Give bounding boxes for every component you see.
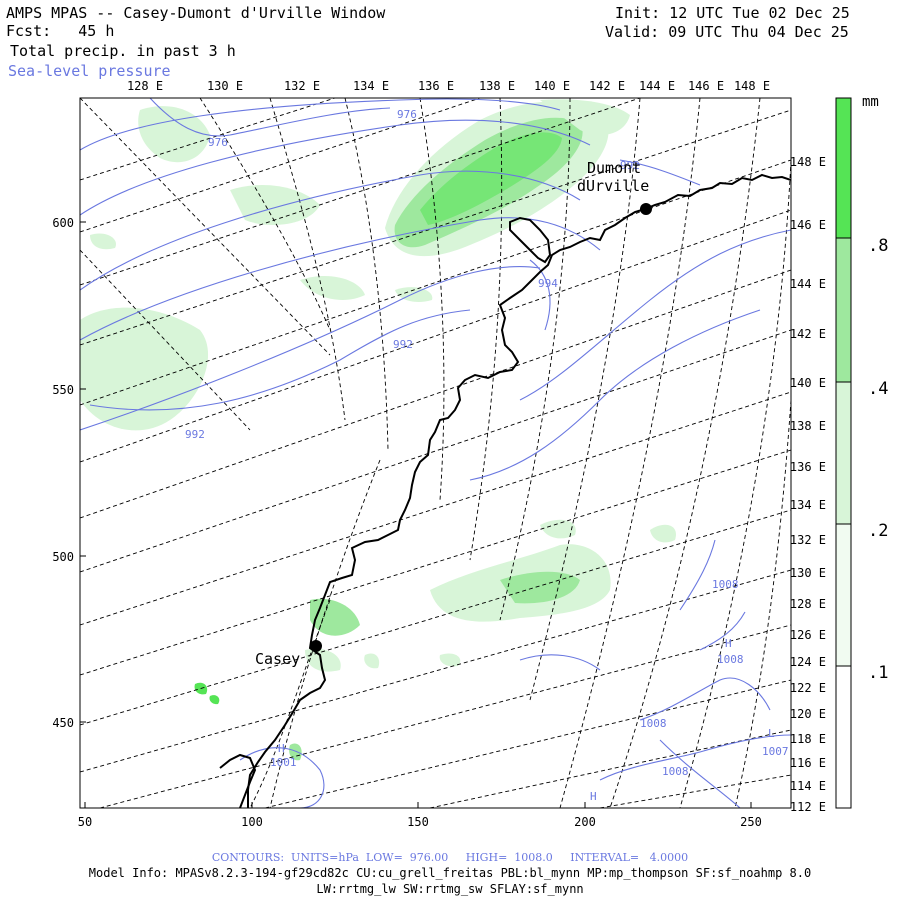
x-tick-label: 50 <box>78 815 92 829</box>
station-label-casey: Casey <box>255 650 300 668</box>
isobar-labels: 976 976 992 992 994 992 1008 1008 1008 1… <box>185 108 789 803</box>
precip-shading <box>80 99 676 761</box>
station-label-line: dUrville <box>577 177 649 195</box>
colorbar-frame <box>835 97 852 809</box>
lon-label: 148 E <box>790 155 826 169</box>
colorbar-swatch <box>836 524 851 666</box>
lon-label: 122 E <box>790 681 826 695</box>
isobar-label: 1008 <box>712 578 739 591</box>
x-tick-label: 150 <box>407 815 429 829</box>
map-frame <box>79 97 792 809</box>
valid-time: Valid: 09 UTC Thu 04 Dec 25 <box>605 23 849 41</box>
lon-label: 134 E <box>353 79 389 93</box>
isobar-label: 1008 <box>662 765 689 778</box>
colorbar-swatch <box>836 98 851 238</box>
lon-label: 142 E <box>589 79 625 93</box>
y-tick-label: 600 <box>52 216 74 230</box>
lon-label: 142 E <box>790 327 826 341</box>
isobar-label: 992 <box>185 428 205 441</box>
isobar-label: 1008 <box>717 653 744 666</box>
map-figure: 976 976 992 992 994 992 1008 1008 1008 1… <box>52 79 888 829</box>
map-panel: 976 976 992 992 994 992 1008 1008 1008 1… <box>80 98 791 808</box>
lon-label: 146 E <box>688 79 724 93</box>
station-marker <box>310 640 322 652</box>
high-marker: H <box>725 637 732 650</box>
isobar-label: 1008 <box>640 717 667 730</box>
lon-label: 132 E <box>284 79 320 93</box>
isobar-label: 976 <box>208 136 228 149</box>
low-marker: L <box>768 727 775 740</box>
colorbar-swatch <box>836 238 851 382</box>
isobar-label: 994 <box>538 277 558 290</box>
colorbar-level: .2 <box>868 521 888 541</box>
colorbar-swatch <box>836 666 851 808</box>
lon-label: 144 E <box>639 79 675 93</box>
forecast-value: 45 h <box>78 22 115 40</box>
field-name: Total precip. in past 3 h <box>10 42 236 60</box>
right-longitude-labels: 148 E 146 E 144 E 142 E 140 E 138 E 136 … <box>790 155 826 814</box>
lon-label: 134 E <box>790 498 826 512</box>
x-tick-label: 250 <box>740 815 762 829</box>
lon-label: 126 E <box>790 628 826 642</box>
colorbar-level: .1 <box>868 663 888 683</box>
forecast-label: Fcst: <box>6 22 52 40</box>
lon-label: 128 E <box>790 597 826 611</box>
station-label-line: Dumont <box>587 159 641 177</box>
high-marker: H <box>590 790 597 803</box>
colorbar-unit: mm <box>862 94 879 110</box>
station-label-dumont: Dumont dUrville <box>577 159 650 195</box>
lon-label: 140 E <box>534 79 570 93</box>
colorbar-swatch <box>836 382 851 524</box>
lon-label: 116 E <box>790 756 826 770</box>
y-tick-label: 450 <box>52 716 74 730</box>
lon-label: 112 E <box>790 800 826 814</box>
lon-label: 136 E <box>790 460 826 474</box>
colorbar: mm .8 .4 .2 .1 <box>835 94 888 809</box>
colorbar-level: .8 <box>868 236 888 256</box>
lon-label: 140 E <box>790 376 826 390</box>
y-tick-label: 550 <box>52 383 74 397</box>
x-tick-label: 200 <box>574 815 596 829</box>
lon-label: 114 E <box>790 779 826 793</box>
x-tick-label: 100 <box>241 815 263 829</box>
station-marker <box>640 203 652 215</box>
isobars <box>80 98 791 808</box>
lon-label: 144 E <box>790 277 826 291</box>
isobar-label: 992 <box>393 338 413 351</box>
contours-info: CONTOURS: UNITS=hPa LOW= 976.00 HIGH= 10… <box>211 851 689 864</box>
model-info-line2: LW:rrtmg_lw SW:rrtmg_sw SFLAY:sf_mynn <box>316 882 584 896</box>
x-axis: 50 100 150 200 250 <box>78 802 762 829</box>
lon-label: 138 E <box>479 79 515 93</box>
lon-label: 148 E <box>734 79 770 93</box>
init-time: Init: 12 UTC Tue 02 Dec 25 <box>615 4 850 22</box>
lat-lon-grid <box>80 98 791 808</box>
isobar-label: 992 <box>620 159 640 172</box>
colorbar-level: .4 <box>868 379 888 399</box>
y-axis: 600 550 500 450 <box>52 216 86 730</box>
lon-label: 130 E <box>207 79 243 93</box>
isobar-label: 1001 <box>270 756 297 769</box>
plot-title: AMPS MPAS -- Casey-Dumont d'Urville Wind… <box>6 4 386 22</box>
forecast-hour: Fcst: 45 h <box>6 22 114 40</box>
y-tick-label: 500 <box>52 550 74 564</box>
top-longitude-labels: 128 E 130 E 132 E 134 E 136 E 138 E 140 … <box>127 79 770 93</box>
station-casey: Casey <box>255 640 322 668</box>
lon-label: 138 E <box>790 419 826 433</box>
model-info: Model Info: MPASv8.2.3-194-gf29cd82c CU:… <box>88 866 812 880</box>
lon-label: 124 E <box>790 655 826 669</box>
lon-label: 120 E <box>790 707 826 721</box>
lon-label: 130 E <box>790 566 826 580</box>
high-marker: H <box>278 742 285 755</box>
isobar-label: 976 <box>397 108 417 121</box>
isobar-label: 1007 <box>762 745 789 758</box>
lon-label: 128 E <box>127 79 163 93</box>
lon-label: 132 E <box>790 533 826 547</box>
lon-label: 118 E <box>790 732 826 746</box>
lon-label: 146 E <box>790 218 826 232</box>
station-dumont-durville: Dumont dUrville <box>577 159 652 215</box>
overlay-name: Sea-level pressure <box>8 62 171 80</box>
lon-label: 136 E <box>418 79 454 93</box>
